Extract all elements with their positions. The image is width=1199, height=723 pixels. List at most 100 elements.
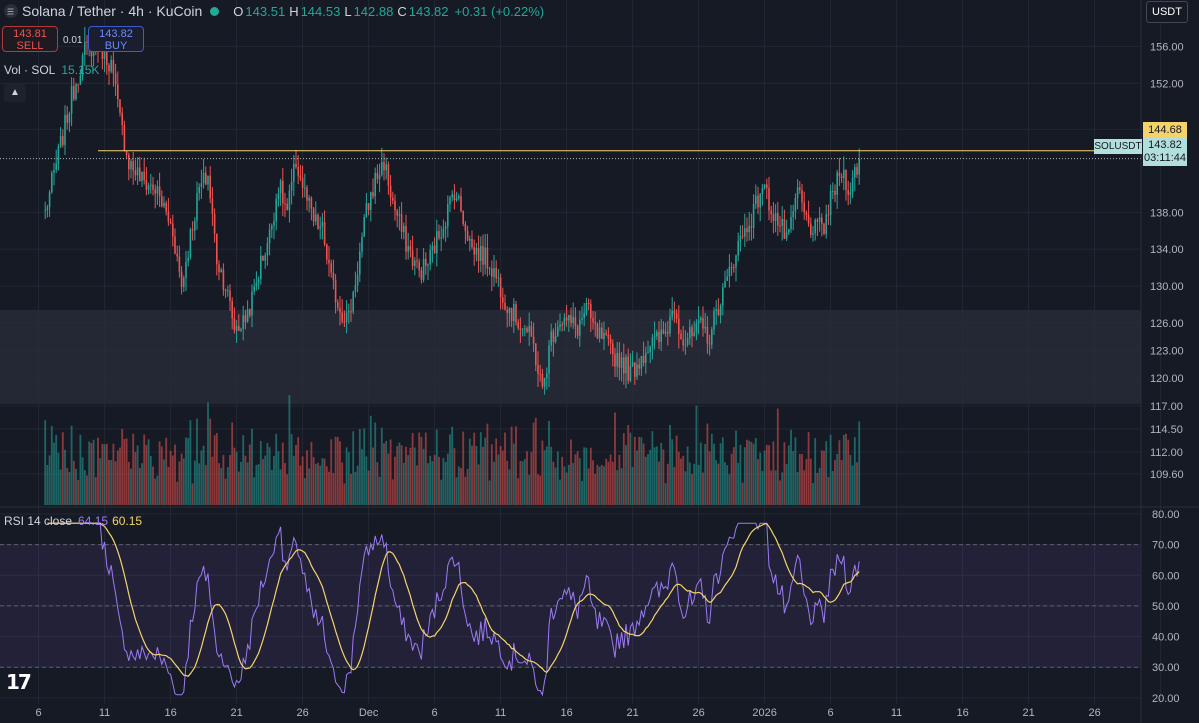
close-label: C [397, 3, 407, 19]
volume-bar [735, 430, 737, 505]
candle-body [581, 318, 583, 320]
volume-bar [464, 476, 467, 505]
sell-button[interactable]: 143.81 SELL [2, 26, 58, 52]
volume-bar [504, 432, 506, 505]
volume-bar [691, 474, 693, 505]
candle-body [702, 317, 704, 329]
candle-body [535, 343, 537, 366]
candle-body [609, 338, 612, 344]
volume-bar [517, 478, 520, 505]
volume-bar [301, 456, 304, 505]
collapse-indicators-button[interactable]: ▲ [4, 84, 26, 102]
volume-bar [299, 465, 302, 505]
candle-body [574, 317, 577, 327]
volume-bar [807, 432, 810, 505]
rsi-legend[interactable]: RSI 14 close 64.15 60.15 [4, 514, 142, 528]
candle-body [603, 332, 605, 340]
volume-bar [332, 473, 335, 505]
volume-bar [409, 447, 412, 505]
volume-bar [548, 420, 550, 505]
volume-bar [273, 455, 275, 505]
candle-body [458, 196, 460, 199]
time-axis-label: 16 [560, 707, 572, 719]
symbol-title[interactable]: Solana / Tether · 4h · KuCoin [22, 3, 203, 19]
candle-body [51, 172, 53, 193]
volume-bar [264, 455, 267, 505]
candle-body [691, 327, 693, 337]
volume-bar [457, 466, 460, 505]
candle-body [741, 235, 744, 237]
candle-body [537, 365, 539, 374]
candle-body [477, 247, 480, 261]
candle-body [576, 326, 579, 336]
candle-body [136, 167, 139, 176]
volume-bar [290, 434, 293, 505]
volume-bar [515, 426, 517, 505]
volume-bar [231, 422, 234, 505]
candle-body [634, 362, 636, 377]
volume-legend[interactable]: Vol · SOL 15.15K [4, 63, 99, 77]
buy-button[interactable]: 143.82 BUY [88, 26, 144, 52]
candle-body [209, 175, 211, 199]
volume-bar [407, 455, 410, 505]
candle-body [161, 196, 163, 207]
candle-body [411, 250, 414, 266]
volume-bar [636, 450, 638, 505]
candle-body [614, 354, 616, 367]
symbol-price-tag: SOLUSDT [1094, 139, 1142, 154]
volume-bar [763, 450, 766, 505]
candle-body [297, 167, 299, 176]
candle-body [172, 223, 174, 237]
volume-bar [50, 425, 53, 505]
candle-body [268, 229, 271, 244]
candle-body [508, 308, 511, 313]
volume-bar [499, 446, 502, 505]
candle-body [493, 268, 495, 277]
candle-body [174, 236, 176, 254]
volume-bar [825, 441, 828, 505]
volume-bar [449, 434, 451, 505]
candle-body [719, 305, 722, 316]
volume-bar [160, 446, 163, 505]
candle-body [587, 302, 590, 305]
volume-bar [81, 457, 84, 505]
volume-bar [240, 461, 242, 505]
candle-body [708, 343, 711, 345]
candle-body [128, 154, 130, 170]
volume-bar [488, 480, 491, 505]
volume-bar [818, 467, 821, 505]
volume-bar [99, 458, 102, 505]
volume-bar [776, 408, 779, 505]
volume-bar [176, 481, 179, 505]
volume-bar [154, 478, 157, 505]
volume-bar [743, 447, 746, 505]
volume-bar [594, 473, 597, 505]
volume-bar [361, 449, 363, 505]
candle-body [233, 318, 236, 331]
volume-bar [501, 450, 504, 505]
candle-body [554, 336, 557, 342]
volume-bar [358, 428, 361, 505]
volume-bar [695, 405, 698, 505]
volume-bar [785, 463, 788, 505]
volume-bar [178, 461, 181, 505]
candle-body [735, 255, 737, 268]
time-axis-label: 11 [99, 707, 110, 719]
candle-body [521, 329, 524, 331]
candle-body [110, 60, 112, 72]
candle-body [418, 261, 420, 271]
volume-bar [644, 456, 647, 505]
currency-selector[interactable]: USDT [1146, 1, 1188, 23]
candle-body [66, 114, 68, 123]
candle-body [689, 327, 691, 339]
candle-body [517, 322, 519, 329]
volume-bar [787, 445, 790, 505]
candle-body [271, 225, 273, 230]
volume-bar [363, 428, 366, 505]
low-value: 142.88 [353, 3, 394, 19]
candle-body [59, 135, 62, 147]
tradingview-logo-icon[interactable]: 17 [6, 670, 32, 694]
time-axis-label: Dec [359, 707, 379, 719]
volume-bar [356, 465, 359, 505]
